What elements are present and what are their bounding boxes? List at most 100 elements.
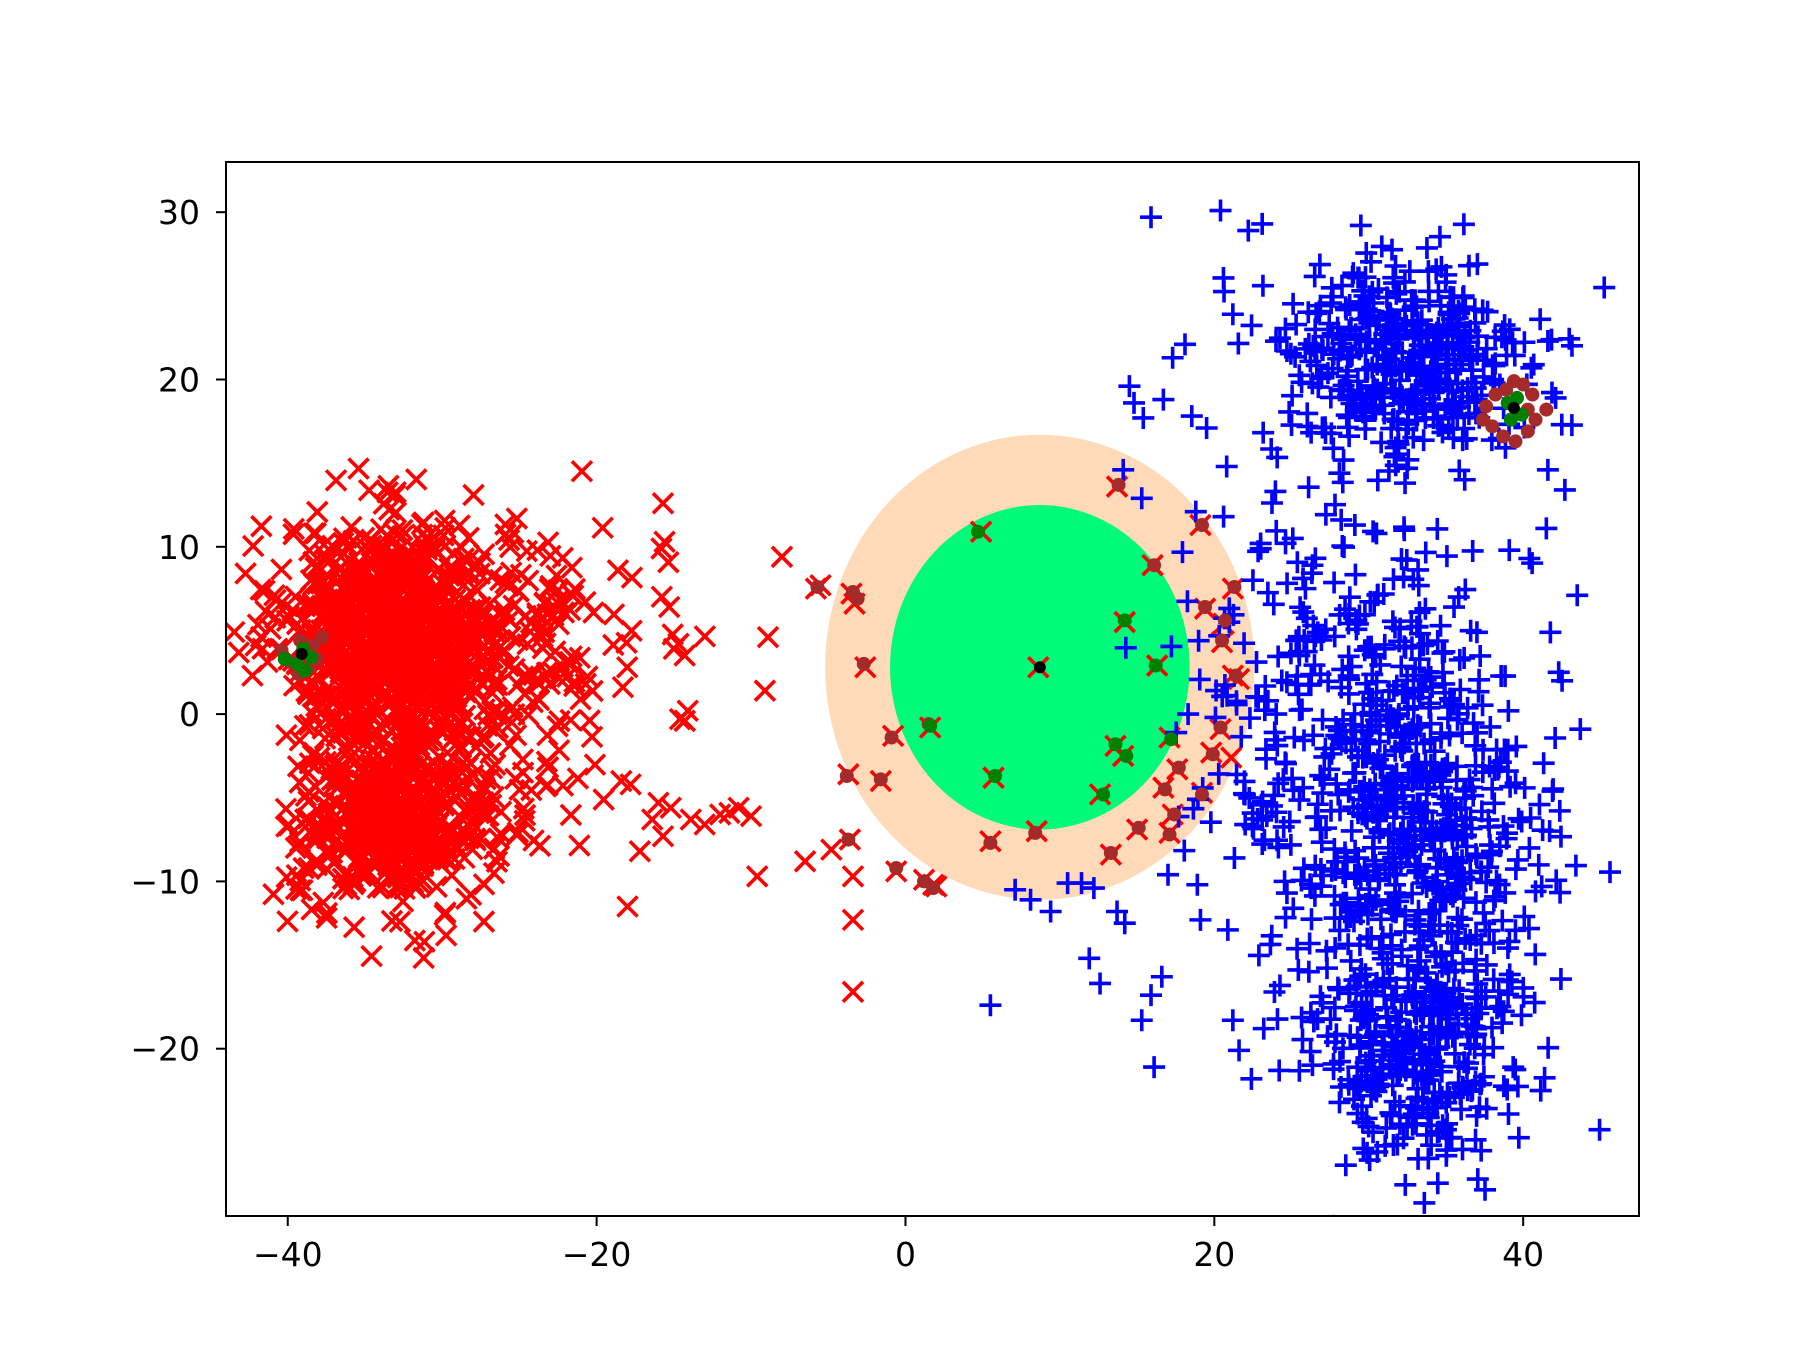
plus-marker xyxy=(1394,1173,1417,1196)
plus-marker xyxy=(1362,751,1385,774)
plus-marker xyxy=(1436,803,1459,826)
plus-marker xyxy=(1286,551,1309,574)
plus-marker xyxy=(1337,645,1360,668)
plus-marker xyxy=(1473,1036,1496,1059)
x-marker xyxy=(408,871,431,895)
plus-marker xyxy=(1430,822,1453,845)
plus-marker xyxy=(1408,622,1431,645)
dot-marker xyxy=(889,861,904,876)
x-marker xyxy=(416,526,439,549)
plus-marker xyxy=(1180,405,1203,428)
plus-marker xyxy=(1321,285,1344,308)
x-marker xyxy=(526,604,549,627)
plus-marker xyxy=(1398,260,1421,283)
x-marker xyxy=(793,850,817,873)
plus-marker xyxy=(1311,991,1334,1014)
dot-marker xyxy=(1119,748,1134,763)
plus-marker xyxy=(1406,859,1429,882)
plus-marker xyxy=(1251,833,1274,856)
plus-marker xyxy=(1401,718,1424,741)
plus-marker xyxy=(1536,458,1559,481)
dot-marker xyxy=(1520,424,1535,439)
plus-marker xyxy=(1143,1056,1166,1079)
x-marker xyxy=(407,542,431,565)
plus-marker xyxy=(1408,1036,1431,1059)
plus-marker xyxy=(1123,391,1146,414)
plus-marker xyxy=(1245,685,1268,708)
x-marker xyxy=(345,555,368,578)
x-marker xyxy=(411,576,434,600)
plus-marker xyxy=(1209,199,1232,222)
x-marker xyxy=(251,637,274,661)
plus-marker xyxy=(1380,984,1403,1007)
x-marker xyxy=(679,808,703,831)
plus-marker xyxy=(1446,708,1469,731)
plus-marker xyxy=(1358,1025,1381,1048)
plus-marker xyxy=(1323,907,1346,930)
x-marker xyxy=(359,641,383,665)
plus-marker xyxy=(1344,867,1367,890)
plus-marker xyxy=(1405,1087,1428,1110)
plus-marker xyxy=(1338,778,1361,801)
plus-marker xyxy=(1490,665,1513,688)
dot-marker xyxy=(1162,827,1177,842)
plus-marker xyxy=(1385,762,1408,785)
plus-marker xyxy=(1441,941,1464,964)
x-marker xyxy=(345,680,369,703)
dot-marker xyxy=(988,768,1003,783)
x-marker xyxy=(414,731,437,755)
plus-marker xyxy=(1472,738,1495,761)
plus-marker xyxy=(1173,333,1196,356)
plus-marker xyxy=(1340,819,1363,842)
x-marker xyxy=(296,761,320,784)
plus-marker xyxy=(1408,648,1431,671)
plus-marker xyxy=(1382,836,1405,859)
plus-marker xyxy=(1529,308,1552,331)
dot-marker xyxy=(923,718,938,733)
plus-marker xyxy=(1407,680,1430,703)
x-marker xyxy=(288,729,312,752)
plus-marker xyxy=(1256,689,1279,712)
x-marker xyxy=(753,679,777,702)
plus-marker xyxy=(1056,872,1079,895)
plus-marker xyxy=(1396,669,1419,692)
plus-marker xyxy=(1398,845,1421,868)
plus-marker xyxy=(1466,721,1489,744)
x-marker xyxy=(616,895,639,918)
plus-marker xyxy=(1334,1154,1357,1177)
x-marker xyxy=(270,558,293,581)
plus-marker xyxy=(1420,1134,1443,1157)
x-marker xyxy=(497,654,521,678)
plus-marker xyxy=(1335,298,1358,321)
x-marker xyxy=(464,680,488,704)
plus-marker xyxy=(1331,471,1354,494)
x-marker xyxy=(592,788,615,811)
plus-marker xyxy=(1544,727,1567,750)
plus-marker xyxy=(1392,1127,1415,1150)
x-marker xyxy=(583,753,607,776)
plus-marker xyxy=(1299,350,1322,373)
plus-marker xyxy=(1413,374,1436,397)
plus-marker xyxy=(1364,645,1387,668)
plus-marker xyxy=(1382,568,1405,591)
plus-marker xyxy=(1368,821,1391,844)
plus-marker xyxy=(1422,1091,1445,1114)
plus-marker xyxy=(1263,721,1286,744)
x-marker xyxy=(527,672,550,695)
plus-marker xyxy=(1327,726,1350,749)
dot-marker xyxy=(1503,412,1518,427)
plus-marker xyxy=(1448,459,1471,482)
plus-marker xyxy=(1306,805,1329,828)
plus-marker xyxy=(1302,334,1325,357)
x-marker xyxy=(488,620,511,643)
x-marker xyxy=(628,840,652,863)
plus-marker xyxy=(1260,492,1283,515)
x-marker xyxy=(302,550,325,574)
plus-marker xyxy=(1310,365,1333,388)
x-marker xyxy=(425,805,448,829)
plus-marker xyxy=(1365,694,1388,717)
plus-marker xyxy=(1256,581,1279,604)
plus-marker xyxy=(1152,388,1175,411)
plus-marker xyxy=(1389,736,1412,759)
x-tick-label: 0 xyxy=(895,1235,916,1274)
